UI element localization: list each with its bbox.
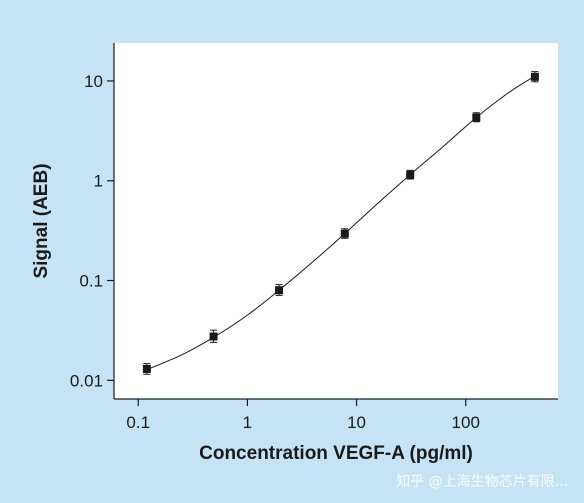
x-tick-label: 1 [243,413,252,432]
data-point [340,229,349,238]
y-axis-title: Signal (AEB) [31,163,52,278]
data-point [530,72,539,81]
data-point [142,364,151,373]
y-tick-label: 0.01 [70,371,103,390]
y-tick-label: 0.1 [79,272,103,291]
data-point [406,170,415,179]
watermark: 知乎 @上海生物芯片有限... [396,474,568,490]
plot-area [114,43,558,399]
x-tick-label: 100 [452,413,480,432]
x-tick-label: 0.1 [126,413,150,432]
data-points [142,71,539,375]
x-axis-title: Concentration VEGF-A (pg/ml) [199,443,473,464]
x-tick-label: 10 [347,413,366,432]
y-tick-label: 10 [84,72,103,91]
y-tick-label: 1 [94,172,103,191]
x-ticks: 0.1 1 10 100 [126,399,480,432]
y-ticks: 0.01 0.1 1 10 [70,72,114,390]
data-point [209,332,218,341]
data-point [472,113,481,122]
data-point [275,286,284,295]
